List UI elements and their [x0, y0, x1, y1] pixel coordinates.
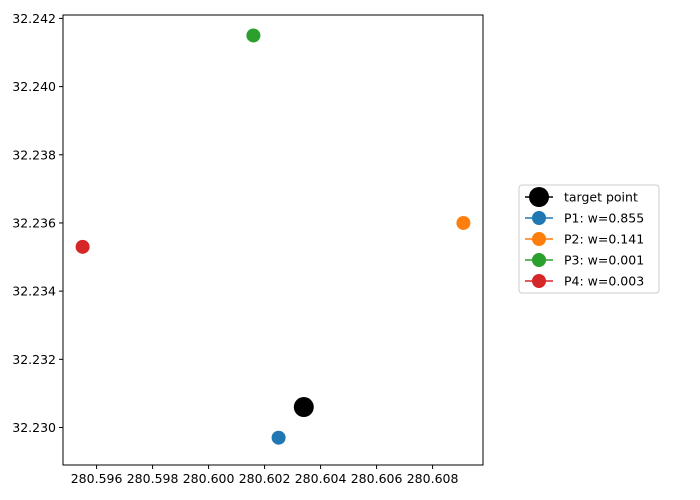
- legend-marker: [532, 211, 546, 225]
- y-tick-label: 32.236: [12, 215, 56, 230]
- legend-label: P3: w=0.001: [564, 253, 644, 268]
- target-point-marker: [293, 397, 314, 418]
- legend-label: P2: w=0.141: [564, 232, 644, 247]
- x-tick-label: 280.600: [183, 471, 235, 486]
- legend-marker: [532, 232, 546, 246]
- data-points: [75, 28, 471, 445]
- y-tick-label: 32.238: [12, 147, 56, 162]
- legend-marker: [529, 187, 549, 207]
- data-point-p1: [271, 430, 286, 445]
- y-tick-label: 32.242: [12, 11, 56, 26]
- x-tick-label: 280.602: [239, 471, 291, 486]
- x-tick-label: 280.598: [127, 471, 179, 486]
- legend-box: [518, 184, 660, 294]
- data-point-p3: [246, 28, 261, 43]
- data-point-p4: [75, 239, 90, 254]
- y-tick-label: 32.234: [12, 284, 56, 299]
- data-point-p2: [456, 215, 471, 230]
- legend-label: P1: w=0.855: [564, 211, 644, 226]
- x-tick-label: 280.606: [351, 471, 403, 486]
- y-tick-label: 32.240: [12, 79, 56, 94]
- y-tick-label: 32.230: [12, 420, 56, 435]
- y-tick-label: 32.232: [12, 352, 56, 367]
- x-tick-label: 280.604: [295, 471, 347, 486]
- legend-label: P4: w=0.003: [564, 274, 644, 289]
- plot-area-frame: [62, 14, 484, 466]
- legend-label: target point: [564, 190, 638, 205]
- legend-marker: [532, 274, 546, 288]
- legend: target point P1: w=0.855 P2: w=0.141 P3: w=…: [518, 184, 660, 294]
- x-tick-label: 280.596: [71, 471, 123, 486]
- x-tick-label: 280.608: [407, 471, 459, 486]
- axis-ticks: 280.596 280.598 280.600 280.602 280.604 280.6…: [12, 11, 458, 486]
- legend-marker: [532, 253, 546, 267]
